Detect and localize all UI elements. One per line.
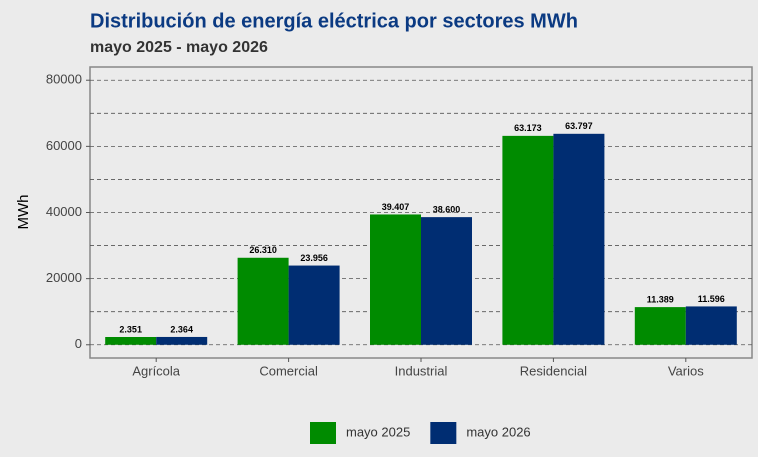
bar <box>502 135 554 345</box>
y-tick-label: 80000 <box>46 72 82 87</box>
y-tick-label: 60000 <box>46 138 82 153</box>
legend-swatch <box>310 422 336 444</box>
value-label: 63.173 <box>514 123 542 133</box>
bar <box>553 133 605 345</box>
legend-label: mayo 2025 <box>346 424 410 439</box>
value-label: 26.310 <box>249 245 277 255</box>
bar <box>685 306 737 345</box>
chart-subtitle: mayo 2025 - mayo 2026 <box>90 39 268 56</box>
value-label: 38.600 <box>433 205 461 215</box>
y-tick-label: 20000 <box>46 270 82 285</box>
bar <box>370 214 421 345</box>
x-tick-label: Varios <box>668 363 704 378</box>
x-tick-label: Comercial <box>259 363 318 378</box>
bar <box>156 336 208 345</box>
bar <box>105 336 157 345</box>
value-label: 11.596 <box>698 294 725 304</box>
bar <box>237 257 289 345</box>
value-label: 2.364 <box>170 324 193 334</box>
x-tick-label: Residencial <box>520 363 587 378</box>
x-tick-label: Industrial <box>395 363 448 378</box>
bar <box>634 307 686 345</box>
value-label: 63.797 <box>565 121 593 131</box>
value-label: 23.956 <box>300 253 328 263</box>
value-label: 2.351 <box>119 324 142 334</box>
x-tick-label: Agrícola <box>132 363 180 378</box>
bar <box>288 265 340 345</box>
value-label: 11.389 <box>647 294 674 304</box>
y-tick-label: 40000 <box>46 204 82 219</box>
bar <box>421 217 472 345</box>
chart-title: Distribución de energía eléctrica por se… <box>90 10 578 32</box>
value-label: 39.407 <box>382 202 410 212</box>
y-axis-label: MWh <box>15 195 32 230</box>
legend-label: mayo 2026 <box>466 424 530 439</box>
y-tick-label: 0 <box>75 336 82 351</box>
legend-swatch <box>430 422 457 444</box>
